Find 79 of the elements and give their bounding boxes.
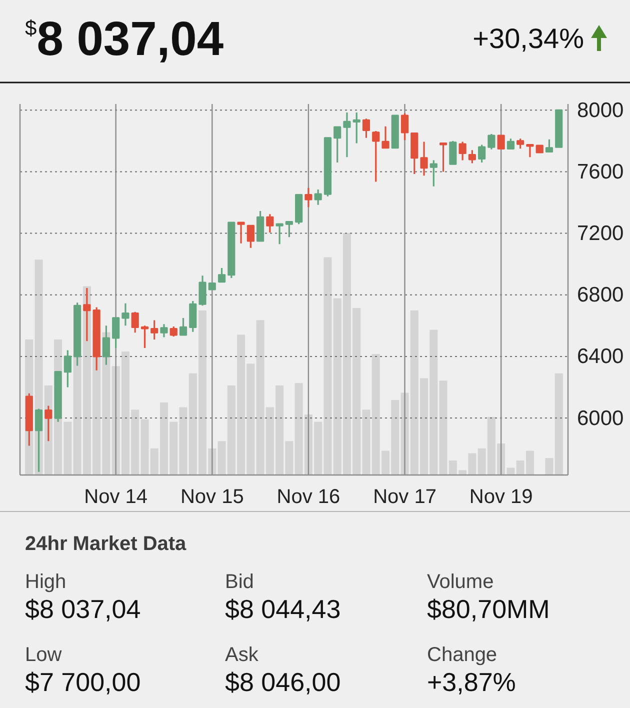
chart-subtitle: +30,34% (472, 23, 584, 54)
candlestick (545, 138, 554, 153)
candlestick (410, 132, 418, 175)
y-tick-label: 6000 (577, 406, 624, 430)
text: $8 037,04 (25, 594, 141, 624)
candlestick (314, 188, 322, 206)
x-tick-label: Nov 16 (276, 486, 340, 508)
candlestick (140, 324, 149, 349)
x-tick-label: Nov 19 (469, 486, 533, 508)
x-tick-label: Nov 17 (373, 486, 436, 508)
text: Low (25, 644, 62, 666)
text: Bid (225, 571, 254, 593)
x-tick-label: Nov 15 (180, 486, 244, 508)
y-tick-label: 6400 (577, 345, 624, 368)
text: 24hr Market Data (25, 533, 188, 555)
y-tick-label: 6800 (577, 284, 624, 307)
candlestick (449, 140, 457, 166)
candlestick (228, 222, 236, 279)
candlestick (34, 408, 43, 473)
candlestick (506, 138, 514, 150)
candlestick (468, 149, 476, 164)
chart-title: $^{$}$8 037,04 (25, 13, 224, 66)
y-tick-label: 8000 (577, 98, 624, 122)
candlestick (324, 137, 332, 198)
bar (554, 373, 563, 475)
candlestick (218, 267, 226, 283)
candlestick (266, 213, 274, 234)
candlestick (131, 311, 139, 334)
candlestick (430, 159, 438, 188)
candlestick (400, 112, 409, 141)
x-tick-label: Nov 14 (84, 486, 148, 508)
text: High (25, 571, 66, 593)
candlestick (160, 323, 168, 338)
candlestick (382, 126, 390, 150)
text: Volume (427, 571, 494, 593)
candlestick (391, 114, 399, 149)
text: $80,70MM (427, 594, 550, 624)
candlestick (276, 223, 284, 245)
candlestick (478, 144, 486, 164)
candlestick (497, 134, 505, 150)
text: Change (427, 644, 498, 666)
candlestick (83, 287, 91, 342)
candlestick (334, 126, 342, 164)
candlestick (179, 317, 188, 336)
candlestick (304, 187, 312, 208)
candlestick (285, 220, 293, 238)
text: $8 046,00 (225, 667, 341, 697)
candlestick (343, 112, 351, 158)
candlestick (555, 109, 563, 149)
candlestick (458, 140, 466, 161)
candlestick (295, 194, 303, 225)
candlestick (420, 140, 428, 176)
candlestick (536, 144, 544, 154)
candlestick (516, 138, 524, 150)
candlestick (208, 282, 216, 292)
candlestick (526, 144, 534, 158)
candlestick (150, 319, 158, 340)
candlestick (372, 130, 380, 183)
text: Ask (225, 644, 260, 666)
text: $7 700,00 (25, 667, 141, 697)
candlestick (112, 317, 120, 349)
candlestick (237, 222, 245, 244)
candlestick (246, 224, 254, 249)
text: $8 044,43 (225, 594, 341, 624)
candlestick (189, 300, 197, 333)
text: +3,87% (427, 667, 516, 697)
candlestick (64, 350, 72, 388)
candlestick (352, 112, 360, 144)
candlestick (362, 118, 370, 139)
y-tick-label: 7600 (577, 160, 624, 184)
bar (545, 458, 554, 475)
candlestick (256, 210, 264, 243)
candlestick (488, 133, 496, 150)
candlestick (198, 274, 206, 306)
candlestick (439, 142, 448, 173)
candlestick (122, 302, 130, 326)
y-tick-label: 7200 (577, 222, 624, 246)
candlestick (170, 326, 178, 338)
candlestick (102, 324, 110, 366)
